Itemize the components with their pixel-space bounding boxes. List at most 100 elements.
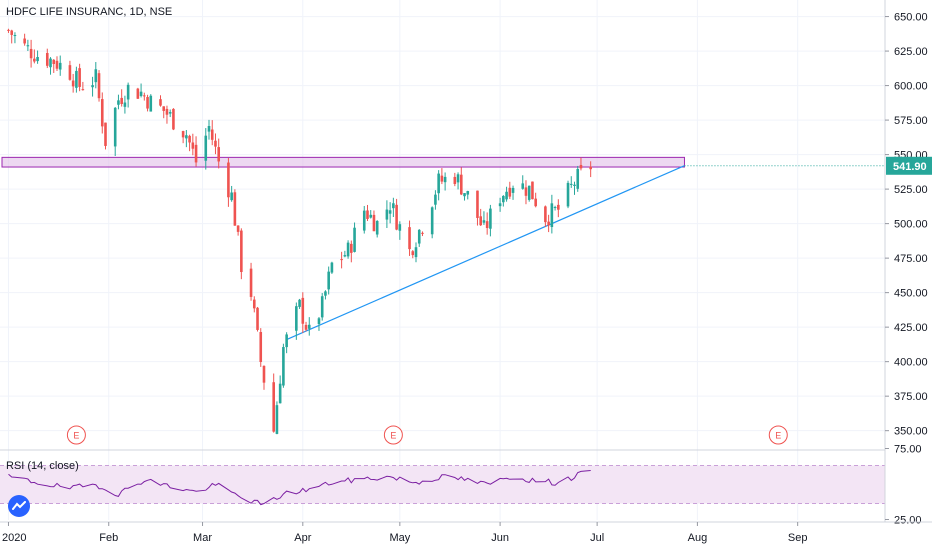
candle-body (249, 268, 253, 297)
candle-body (557, 204, 560, 210)
price-tick-label: 625.00 (894, 46, 928, 58)
time-tick-label: Jul (590, 532, 604, 544)
candle-body (123, 102, 127, 107)
price-tick-label: 450.00 (894, 288, 928, 300)
candle-body (330, 262, 334, 273)
candle-body (566, 182, 570, 207)
candle-body (117, 100, 120, 105)
candle-body (94, 69, 98, 83)
rsi-tick-label: 25.00 (894, 515, 922, 527)
price-tick-label: 600.00 (894, 81, 928, 93)
candle-body (388, 210, 392, 214)
candle-body (544, 206, 547, 223)
candle-body (236, 225, 240, 232)
candle-body (233, 192, 237, 226)
candle-body (502, 195, 505, 203)
price-tick-label: 500.00 (894, 219, 928, 231)
candle-body (55, 60, 59, 69)
candle-body (207, 125, 211, 132)
candle-body (230, 192, 233, 201)
candles (7, 28, 592, 435)
candle-body (58, 62, 62, 70)
candle-body (188, 135, 191, 143)
candle-body (301, 297, 305, 324)
earnings-marker-icon (383, 425, 403, 445)
time-tick-label: Feb (99, 532, 118, 544)
candle-body (143, 95, 146, 97)
candle-body (531, 181, 534, 200)
candle-body (168, 112, 172, 114)
candle-body (71, 80, 75, 87)
candle-body (489, 208, 492, 229)
candle-body (23, 38, 26, 44)
tradingview-logo-icon[interactable] (8, 495, 30, 517)
candle-body (524, 187, 528, 196)
candle-body (369, 214, 373, 218)
earnings-marker-icon (66, 425, 86, 445)
candle-body (210, 129, 214, 140)
candle-body (482, 220, 486, 223)
candle-body (385, 209, 389, 220)
candle-body (172, 108, 175, 130)
candle-body (259, 332, 263, 362)
candle-body (534, 198, 537, 207)
candle-body (97, 73, 101, 99)
candle-body (159, 99, 162, 106)
candle-body (320, 296, 324, 318)
candle-body (508, 187, 512, 197)
rsi-tick-label: 75.00 (894, 444, 922, 456)
trendline (286, 165, 685, 341)
candle-body (262, 365, 266, 383)
candle-body (217, 147, 221, 162)
price-tick-label: 575.00 (894, 115, 928, 127)
earnings-marker-label: E (73, 431, 79, 441)
candle-body (372, 214, 376, 232)
candle-body (511, 187, 515, 193)
candle-body (298, 299, 301, 307)
candle-body (272, 382, 275, 432)
candle-body (7, 29, 10, 31)
candle-body (149, 95, 153, 112)
candle-body (550, 203, 554, 228)
time-tick-label: Sep (788, 532, 808, 544)
candle-body (521, 183, 525, 189)
candle-body (353, 227, 356, 252)
candle-body (456, 174, 460, 183)
candle-body (256, 307, 259, 330)
candle-body (476, 190, 479, 218)
candle-body (252, 299, 256, 309)
candle-body (362, 210, 366, 231)
time-tick-label: Apr (294, 532, 311, 544)
candle-body (547, 221, 550, 226)
candle-body (343, 255, 347, 257)
candle-body (411, 251, 415, 256)
candle-body (49, 58, 52, 68)
price-tick-label: 400.00 (894, 357, 928, 369)
candle-body (398, 224, 402, 231)
candle-body (33, 58, 36, 62)
candle-body (466, 191, 470, 195)
candle-body (68, 65, 72, 80)
candle-body (275, 405, 279, 434)
candle-body (29, 48, 33, 59)
candle-body (52, 59, 56, 65)
candle-body (78, 68, 81, 87)
candle-body (285, 334, 288, 348)
candle-body (434, 194, 437, 205)
candle-body (366, 210, 369, 219)
time-tick-label: Mar (193, 532, 212, 544)
candle-body (100, 99, 104, 127)
candle-body (45, 52, 49, 66)
time-tick-label: May (389, 532, 410, 544)
candle-body (430, 207, 434, 235)
candle-body (414, 247, 418, 258)
price-tick-label: 525.00 (894, 184, 928, 196)
earnings-marker-icon (768, 425, 788, 445)
candle-body (395, 204, 398, 230)
candle-body (589, 166, 592, 170)
candle-body (214, 140, 217, 147)
candle-body (162, 106, 166, 111)
candle-body (307, 324, 311, 329)
